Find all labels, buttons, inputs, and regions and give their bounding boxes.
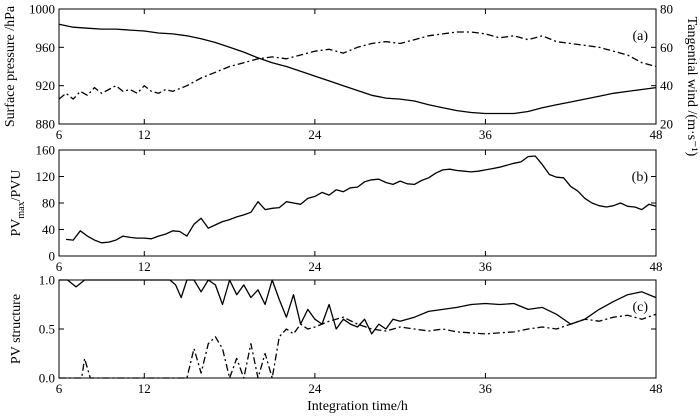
solid-series-line	[59, 279, 657, 335]
y-tick-label: 920	[36, 78, 56, 93]
x-tick-label: 36	[479, 259, 493, 274]
x-tick-label: 48	[650, 381, 663, 396]
panel-a: 6 12 24 36 48 880 920 960 1000 20 40 60 80 (a) Surface…	[3, 2, 699, 157]
y-tick-label: 880	[36, 117, 56, 132]
panel-c: 6 12 24 36 48 0.0 0.5 1.0 (c) PV structure Integra…	[9, 273, 663, 415]
y-axis-title: PVmax/PVU	[9, 169, 27, 236]
y-axis-title-right: Tangential wind /(m·s⁻¹)	[684, 17, 699, 157]
y-tick-label: 0.5	[39, 322, 55, 337]
y-axis-title: Surface pressure /hPa	[3, 5, 18, 127]
solid-series-line	[58, 23, 657, 115]
x-tick-label: 24	[308, 381, 322, 396]
y-tick-label-right: 20	[660, 117, 673, 132]
x-tick-label: 36	[479, 127, 493, 142]
x-tick-label: 24	[308, 127, 322, 142]
y-tick-label: 0	[49, 249, 56, 264]
panel-label: (a)	[632, 29, 648, 44]
y-tick-label: 120	[36, 169, 56, 184]
x-tick-label: 6	[56, 259, 63, 274]
y-tick-label: 40	[42, 222, 55, 237]
plot-frame	[58, 149, 657, 257]
dashdot-series-line	[58, 31, 657, 100]
panel-label: (b)	[632, 170, 649, 185]
x-axis-title: Integration time/h	[307, 399, 408, 414]
x-tick-label: 48	[650, 259, 663, 274]
x-tick-label: 12	[138, 127, 151, 142]
solid-series-line	[66, 155, 657, 244]
y-tick-label: 1000	[29, 2, 55, 17]
x-tick-label: 36	[479, 381, 493, 396]
panel-label: (c)	[632, 300, 648, 315]
y-axis-title: PV structure	[9, 294, 24, 364]
x-tick-label: 6	[56, 127, 63, 142]
plot-frame	[58, 8, 657, 125]
x-tick-label: 12	[138, 259, 151, 274]
y-tick-label-right: 80	[660, 2, 673, 17]
dashdot-series-line	[59, 313, 657, 379]
x-tick-label: 12	[138, 381, 151, 396]
y-tick-label: 960	[36, 40, 56, 55]
y-tick-label: 160	[36, 143, 56, 158]
x-tick-label: 6	[56, 381, 63, 396]
x-tick-label: 24	[308, 259, 322, 274]
y-tick-label: 1.0	[39, 273, 55, 288]
y-tick-label: 80	[42, 196, 55, 211]
x-tick-label: 48	[650, 127, 663, 142]
y-tick-label-right: 40	[660, 78, 673, 93]
y-tick-label-right: 60	[660, 40, 673, 55]
panel-b: 6 12 24 36 48 0 40 80 120 160 (b) PVmax/PVU	[9, 143, 663, 275]
plot-frame	[58, 279, 657, 379]
y-tick-label: 0.0	[39, 371, 55, 386]
